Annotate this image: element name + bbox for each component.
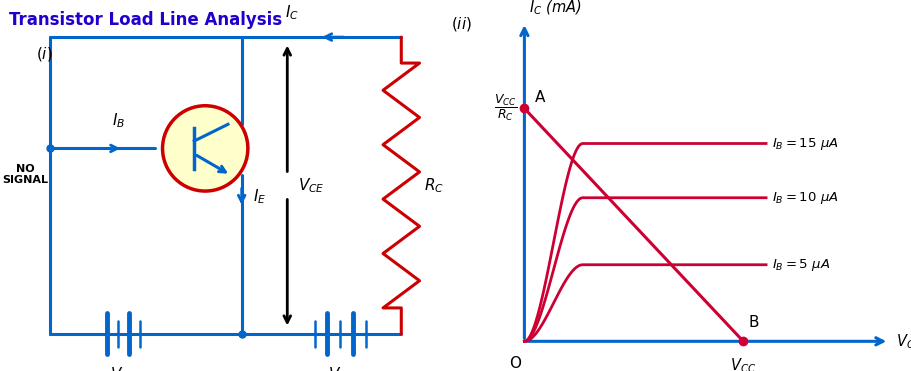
Text: $I_C$: $I_C$: [284, 4, 299, 22]
Text: $I_B = 10\ \mu A$: $I_B = 10\ \mu A$: [771, 190, 837, 206]
Text: A: A: [535, 90, 545, 105]
Text: $V_{CC}$: $V_{CC}$: [328, 365, 355, 371]
Text: NO
SIGNAL: NO SIGNAL: [3, 164, 48, 185]
Text: $R_C$: $R_C$: [424, 176, 444, 195]
Text: $(i)$: $(i)$: [36, 45, 53, 63]
Text: O: O: [508, 356, 521, 371]
Text: $(ii)$: $(ii)$: [451, 15, 472, 33]
Text: $I_B$: $I_B$: [112, 111, 125, 130]
Ellipse shape: [162, 106, 248, 191]
Text: $V_{CE}$ (VOLTS): $V_{CE}$ (VOLTS): [896, 332, 911, 351]
Text: B: B: [748, 315, 759, 330]
Text: $I_C$ (mA): $I_C$ (mA): [528, 0, 581, 17]
Text: $I_E$: $I_E$: [252, 187, 265, 206]
Text: $\dfrac{V_{CC}}{R_C}$: $\dfrac{V_{CC}}{R_C}$: [494, 93, 517, 124]
Text: $V_{BB}$: $V_{BB}$: [110, 365, 136, 371]
Text: Transistor Load Line Analysis: Transistor Load Line Analysis: [9, 11, 281, 29]
Text: $V_{CC}$: $V_{CC}$: [730, 356, 755, 371]
Text: $I_B = 5\ \mu A$: $I_B = 5\ \mu A$: [771, 257, 829, 273]
Text: $I_B = 15\ \mu A$: $I_B = 15\ \mu A$: [771, 135, 837, 151]
Text: $V_{CE}$: $V_{CE}$: [298, 176, 324, 195]
